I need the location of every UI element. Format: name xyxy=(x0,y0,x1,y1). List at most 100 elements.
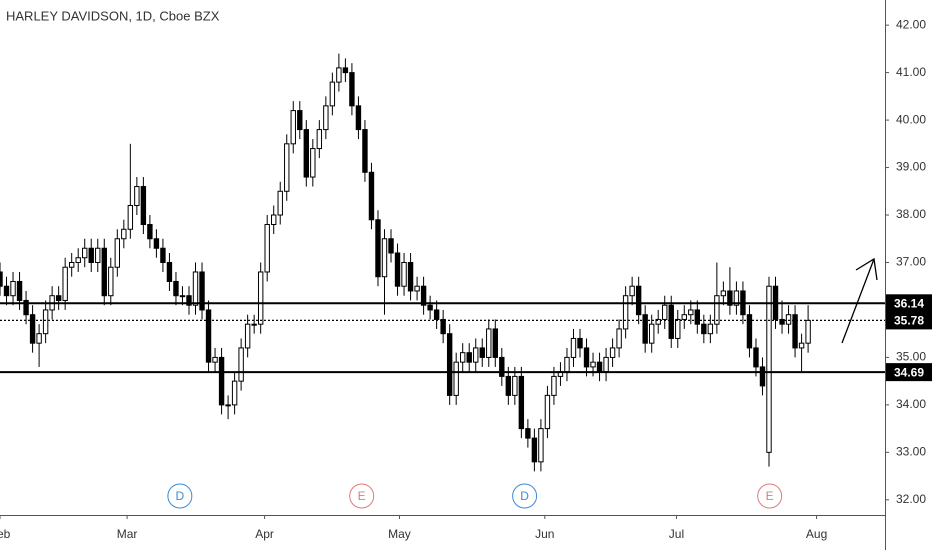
price-level-box xyxy=(886,363,932,382)
candle-body xyxy=(140,186,147,226)
candle-body xyxy=(336,67,342,83)
x-tick-label: Mar xyxy=(117,527,138,541)
candle-body xyxy=(303,129,309,178)
candle-body xyxy=(707,323,714,335)
candle-body xyxy=(264,224,270,273)
candle-body xyxy=(355,105,362,131)
price-level-label: 35.78 xyxy=(894,314,924,328)
event-label: E xyxy=(358,489,366,503)
candle-body xyxy=(635,285,642,316)
candle-body xyxy=(349,72,355,107)
candle-body xyxy=(616,328,622,349)
candle-body xyxy=(414,285,420,292)
candle-body xyxy=(479,347,485,358)
candle-body xyxy=(323,105,329,131)
candle-body xyxy=(29,314,36,344)
candle-body xyxy=(257,271,264,325)
candle-body xyxy=(433,309,440,320)
event-marker xyxy=(757,483,783,509)
candle-body xyxy=(82,247,88,259)
x-tick-label: Jun xyxy=(535,527,554,541)
candle-body xyxy=(68,261,75,268)
candle-body xyxy=(218,356,225,406)
candle-body xyxy=(108,266,114,297)
candle-body xyxy=(251,323,257,326)
price-level-label: 36.14 xyxy=(894,296,924,310)
candle-body xyxy=(199,271,205,311)
y-tick-label: 34.00 xyxy=(896,397,926,411)
candle-body xyxy=(759,366,766,387)
candle-body xyxy=(290,110,296,145)
candle-body xyxy=(473,347,479,363)
candle-body xyxy=(662,304,668,320)
candle-body xyxy=(179,295,186,298)
candle-body xyxy=(316,129,323,150)
y-tick-label: 33.00 xyxy=(896,445,926,459)
candle-body xyxy=(277,190,283,216)
y-tick-label: 38.00 xyxy=(896,207,926,221)
candle-body xyxy=(720,290,727,297)
candle-body xyxy=(746,314,753,349)
candle-body xyxy=(460,352,466,363)
candle-body xyxy=(271,214,277,226)
candle-body xyxy=(792,314,798,349)
candle-body xyxy=(753,347,759,368)
candle-body xyxy=(401,261,407,287)
candle-body xyxy=(675,318,681,339)
event-label: D xyxy=(520,489,529,503)
candle-body xyxy=(694,309,701,325)
candle-body xyxy=(297,110,303,131)
candle-body xyxy=(88,247,94,263)
candle-body xyxy=(121,228,127,240)
candle-body xyxy=(42,309,49,335)
y-tick-label: 32.00 xyxy=(896,492,926,506)
candle-body xyxy=(10,280,16,297)
event-marker xyxy=(167,483,193,509)
candle-body xyxy=(603,356,609,373)
candle-body xyxy=(785,314,792,325)
candle-body xyxy=(427,304,433,311)
candle-body xyxy=(160,247,166,263)
candle-body xyxy=(127,205,134,230)
candle-body xyxy=(16,280,23,301)
candle-body xyxy=(577,337,583,349)
candle-body xyxy=(622,295,629,330)
candle-body xyxy=(231,380,238,406)
candle-body xyxy=(342,67,349,74)
trend-arrow xyxy=(841,257,878,344)
candle-body xyxy=(381,238,388,278)
candle-body xyxy=(192,271,199,306)
price-level-box xyxy=(886,294,932,313)
x-tick-label: Aug xyxy=(806,527,827,541)
candle-body xyxy=(596,361,603,373)
candle-body xyxy=(388,238,394,254)
candle-body xyxy=(779,318,785,325)
candle-body xyxy=(512,375,518,396)
candle-body xyxy=(375,219,381,278)
x-tick-label: Jul xyxy=(669,527,684,541)
candle-body xyxy=(688,309,694,316)
y-tick-label: 35.00 xyxy=(896,350,926,364)
candle-body xyxy=(733,290,740,306)
candle-body xyxy=(368,171,375,221)
candle-body xyxy=(486,328,492,358)
candle-body xyxy=(531,437,538,463)
candle-body xyxy=(453,361,459,396)
candle-body xyxy=(701,323,707,335)
event-marker xyxy=(349,483,375,509)
candle-body xyxy=(23,299,29,316)
event-label: E xyxy=(766,489,774,503)
candle-body xyxy=(629,285,635,297)
candle-body xyxy=(564,356,570,373)
candle-body xyxy=(798,342,805,349)
candle-body xyxy=(648,323,655,344)
x-tick-label: Apr xyxy=(255,527,274,541)
candle-body xyxy=(173,280,179,297)
candle-body xyxy=(727,290,733,306)
y-tick-label: 40.00 xyxy=(896,112,926,126)
candle-body xyxy=(440,318,446,335)
candle-body xyxy=(284,143,290,192)
candle-body xyxy=(551,375,557,396)
candle-body xyxy=(492,328,498,358)
